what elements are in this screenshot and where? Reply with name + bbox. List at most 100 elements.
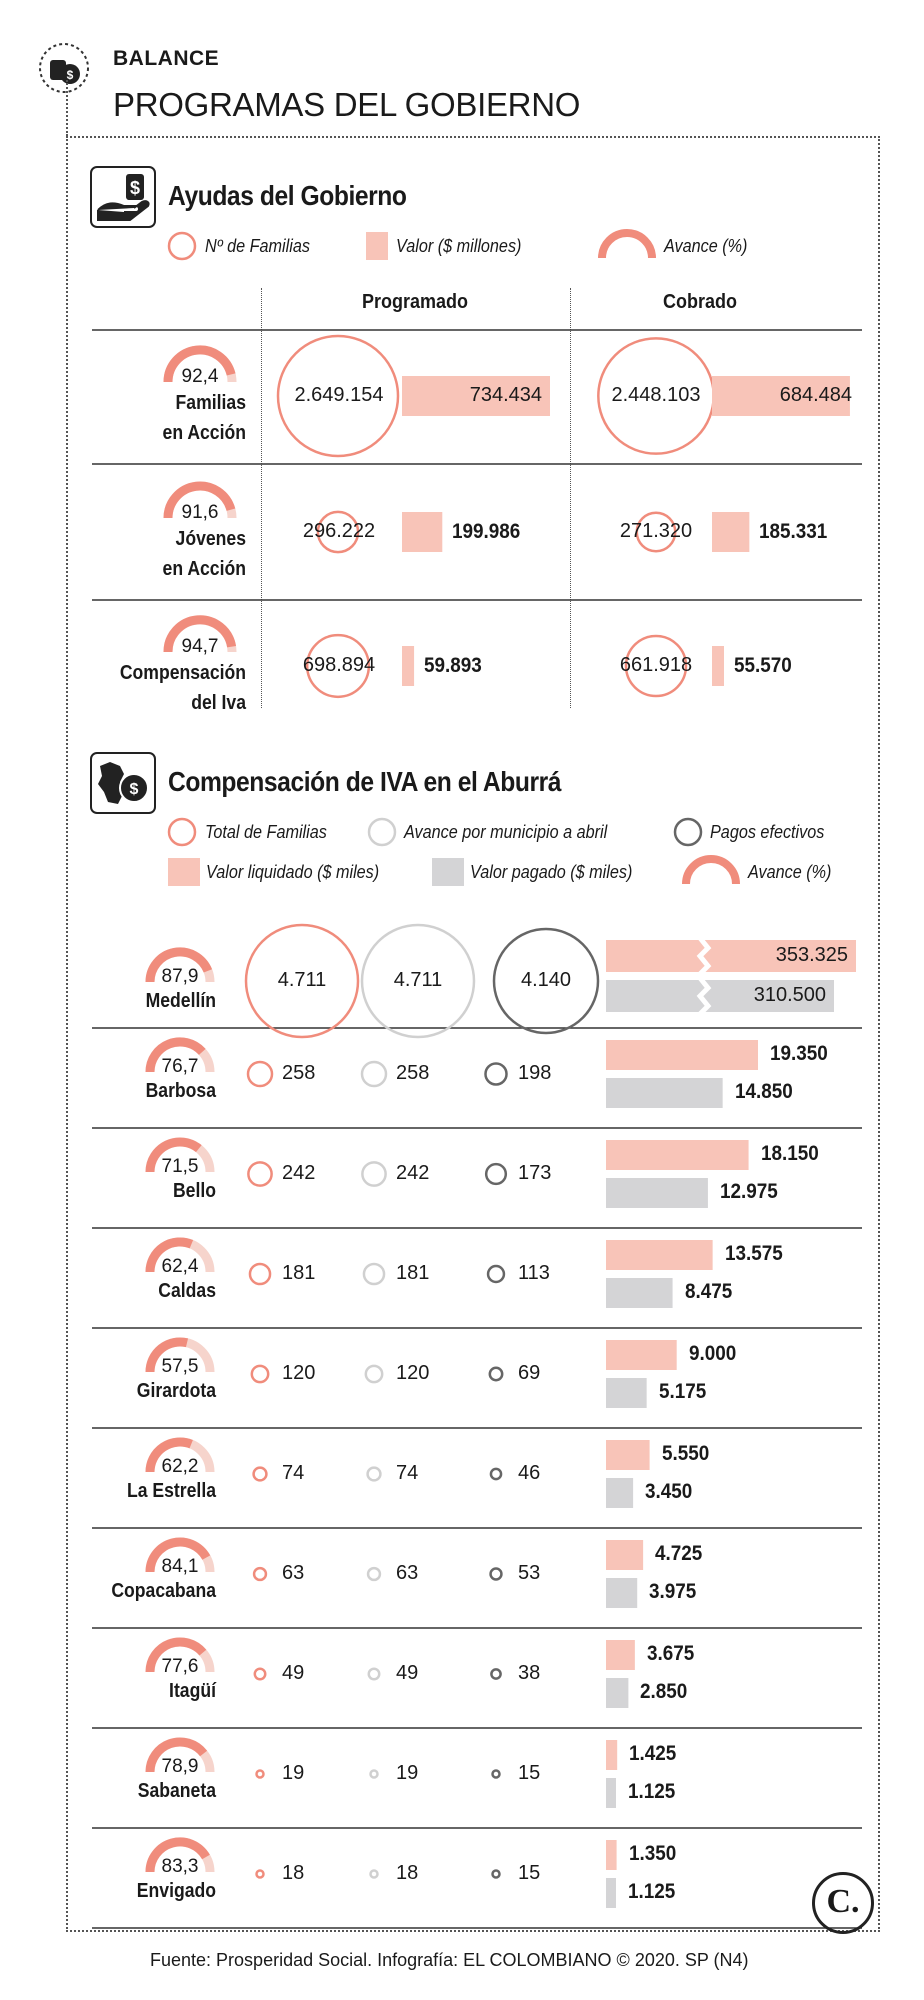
legend-avance-icon bbox=[367, 817, 397, 847]
programado-value-label: 734.434 bbox=[469, 384, 542, 406]
muni-gauge-arc bbox=[145, 1237, 194, 1273]
muni-gauge-arc bbox=[145, 1537, 211, 1573]
muni-gauge-arc bbox=[145, 1737, 208, 1773]
pagos-circle bbox=[491, 1869, 501, 1879]
municipio-label: Medellín bbox=[145, 990, 216, 1012]
legend-families: Nº de Familias bbox=[205, 236, 310, 256]
legend-total-icon bbox=[167, 817, 197, 847]
valor-liquidado-label: 353.325 bbox=[775, 944, 848, 966]
avance-municipio-value: 19 bbox=[396, 1762, 419, 1784]
municipio-label: La Estrella bbox=[126, 1480, 216, 1502]
avance-municipio-value: 258 bbox=[396, 1062, 430, 1084]
col-divider-1 bbox=[261, 288, 262, 708]
valor-pagado-label: 3.975 bbox=[649, 1580, 697, 1603]
valor-liquidado-bar bbox=[606, 1340, 677, 1370]
row-label: Compensación bbox=[119, 662, 246, 684]
cobrado-value-label: 55.570 bbox=[734, 654, 792, 677]
frame-connector bbox=[66, 80, 68, 136]
legend-avance-municipio: Avance por municipio a abril bbox=[404, 822, 608, 842]
valor-liquidado-bar bbox=[606, 940, 856, 972]
avance-municipio-value: 74 bbox=[396, 1462, 419, 1484]
municipio-label: Bello bbox=[172, 1180, 216, 1202]
valor-pagado-label: 12.975 bbox=[719, 1180, 778, 1203]
valor-pagado-bar bbox=[606, 1678, 629, 1708]
valor-pagado-label: 5.175 bbox=[658, 1380, 706, 1403]
municipio-label: Copacabana bbox=[111, 1580, 216, 1602]
pagos-circle bbox=[489, 1567, 503, 1581]
legend-value-swatch bbox=[366, 232, 388, 260]
cobrado-value-label: 684.484 bbox=[779, 384, 852, 406]
total-families-circle bbox=[252, 1566, 268, 1582]
programado-value-label: 199.986 bbox=[452, 520, 521, 543]
programado-value-bar bbox=[402, 376, 550, 416]
valor-liquidado-label: 1.425 bbox=[629, 1742, 677, 1765]
footer-source: Fuente: Prosperidad Social. Infografía: … bbox=[150, 1950, 749, 1970]
pagos-value: 15 bbox=[518, 1762, 541, 1784]
section1-chart bbox=[92, 329, 862, 699]
total-families-circle bbox=[252, 1466, 268, 1482]
muni-gauge-arc bbox=[145, 947, 213, 983]
total-families-value: 63 bbox=[282, 1562, 305, 1584]
pagos-circle bbox=[492, 927, 600, 1035]
gauge-value: 76,7 bbox=[161, 1056, 199, 1077]
avance-municipio-value: 120 bbox=[396, 1362, 430, 1384]
header-kicker: BALANCE bbox=[113, 47, 220, 70]
valor-pagado-label: 8.475 bbox=[684, 1280, 732, 1303]
pagos-circle bbox=[488, 1366, 504, 1382]
valor-liquidado-label: 18.150 bbox=[760, 1142, 819, 1165]
programado-value-bar bbox=[402, 646, 415, 686]
total-families-circle bbox=[244, 923, 360, 1039]
gauge-value: 57,5 bbox=[161, 1356, 199, 1377]
legend-progress2: Avance (%) bbox=[748, 862, 832, 882]
pagos-value: 113 bbox=[518, 1262, 550, 1284]
valor-liquidado-bar bbox=[606, 1440, 650, 1470]
valor-liquidado-label: 5.550 bbox=[661, 1442, 709, 1465]
valor-liquidado-bar bbox=[606, 1540, 644, 1570]
page-title: PROGRAMAS DEL GOBIERNO bbox=[113, 86, 581, 123]
total-families-circle bbox=[248, 1262, 272, 1286]
cobrado-families-value: 661.918 bbox=[619, 654, 693, 676]
valor-pagado-bar bbox=[606, 1778, 616, 1808]
bar-break-mark bbox=[696, 936, 712, 976]
valor-pagado-bar bbox=[606, 1278, 673, 1308]
legend-pagado-swatch bbox=[432, 858, 464, 886]
pagos-value: 38 bbox=[518, 1662, 541, 1684]
programado-families-circle bbox=[276, 334, 400, 458]
avance-municipio-circle bbox=[369, 1769, 379, 1779]
valor-liquidado-bar bbox=[606, 1140, 749, 1170]
pagos-value: 53 bbox=[518, 1562, 541, 1584]
pagos-value: 69 bbox=[518, 1362, 541, 1384]
avance-municipio-circle bbox=[361, 1161, 387, 1187]
cobrado-value-bar bbox=[712, 376, 850, 416]
cobrado-value-label: 185.331 bbox=[759, 520, 828, 543]
pagos-circle bbox=[490, 1668, 502, 1680]
gauge-value: 78,9 bbox=[161, 1756, 199, 1777]
gauge-value: 62,2 bbox=[161, 1456, 199, 1477]
pagos-circle bbox=[486, 1264, 506, 1284]
legend-gauge2-icon bbox=[682, 855, 740, 885]
total-families-circle bbox=[253, 1667, 267, 1681]
valor-pagado-bar bbox=[606, 980, 834, 1012]
programado-families-circle bbox=[316, 510, 360, 554]
valor-liquidado-bar bbox=[606, 1240, 713, 1270]
pagos-circle bbox=[484, 1162, 508, 1186]
legend-valor-pagado: Valor pagado ($ miles) bbox=[470, 862, 633, 882]
balance-logo-icon: $ bbox=[36, 40, 92, 96]
avance-municipio-circle bbox=[366, 1566, 382, 1582]
total-families-circle bbox=[255, 1769, 265, 1779]
valor-liquidado-label: 19.350 bbox=[770, 1042, 828, 1065]
pagos-value: 46 bbox=[518, 1462, 541, 1484]
muni-gauge-arc bbox=[145, 1037, 206, 1073]
col-cobrado: Cobrado bbox=[663, 291, 737, 313]
dotted-frame bbox=[66, 136, 880, 1932]
valor-liquidado-label: 4.725 bbox=[655, 1542, 703, 1565]
total-families-value: 4.711 bbox=[277, 969, 327, 991]
avance-municipio-value: 4.711 bbox=[393, 969, 443, 991]
avance-municipio-value: 181 bbox=[396, 1262, 430, 1284]
row-label: en Acción bbox=[162, 558, 246, 580]
total-families-value: 18 bbox=[282, 1862, 305, 1884]
avance-municipio-circle bbox=[360, 923, 476, 1039]
valor-liquidado-bar bbox=[606, 1740, 618, 1770]
municipio-label: Sabaneta bbox=[137, 1780, 216, 1802]
programado-families-value: 296.222 bbox=[302, 520, 376, 542]
